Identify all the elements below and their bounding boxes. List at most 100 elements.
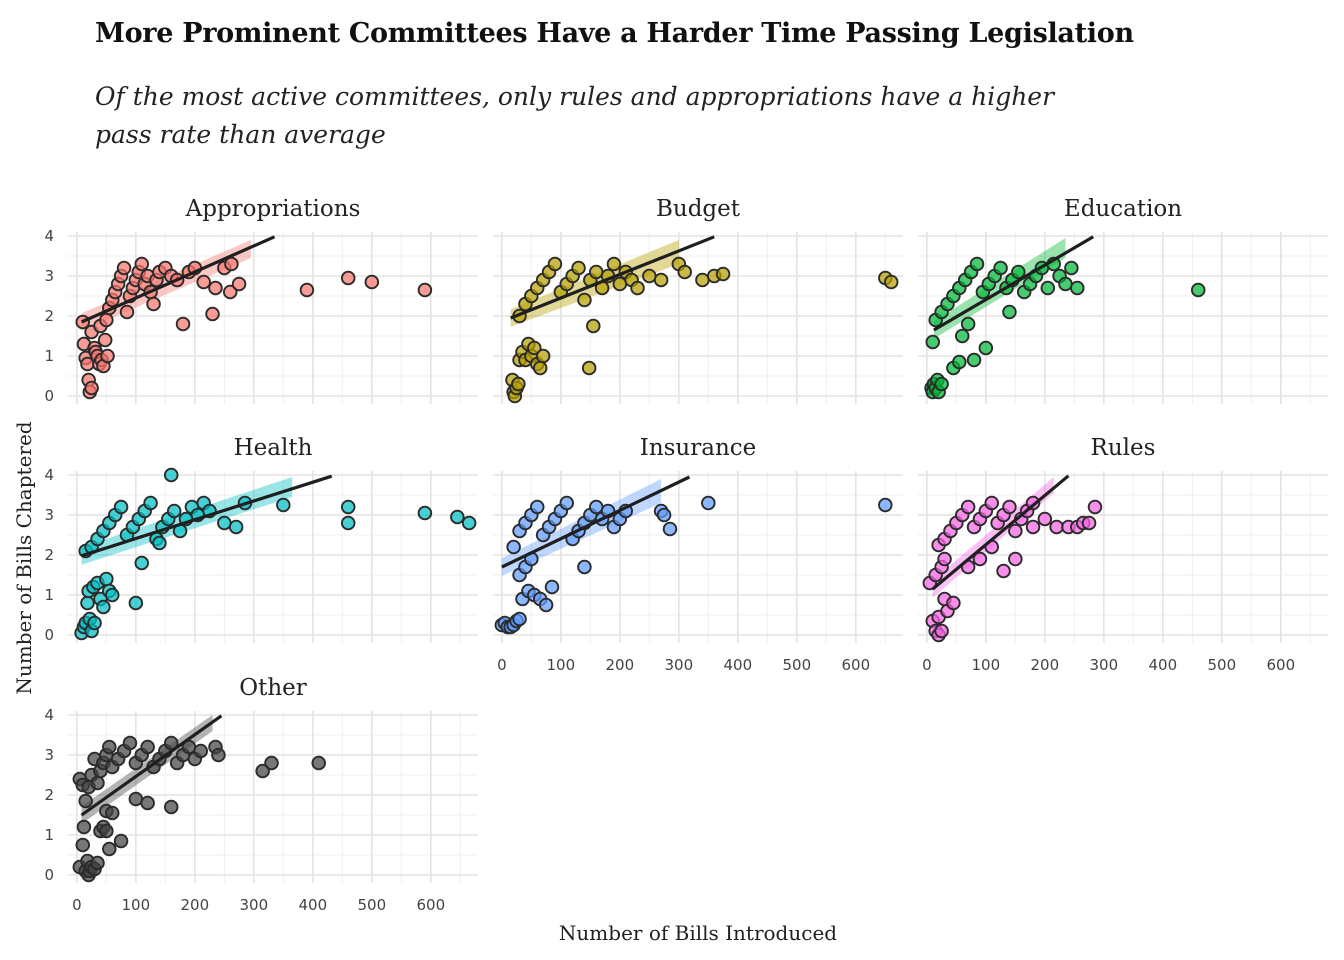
data-point	[653, 272, 669, 288]
data-point	[146, 296, 161, 312]
y-tick-label: 0	[44, 387, 54, 405]
data-point	[715, 266, 731, 282]
panel-title-budget: Budget	[656, 196, 741, 222]
data-point	[140, 795, 155, 811]
data-point	[952, 354, 967, 370]
y-tick-label: 2	[44, 546, 54, 564]
data-point	[90, 855, 105, 871]
data-point	[1058, 276, 1073, 292]
data-point	[656, 507, 672, 523]
data-point	[934, 376, 949, 392]
data-point	[211, 747, 226, 763]
data-point	[102, 841, 117, 857]
x-tick-label: 200	[606, 656, 635, 674]
data-point	[960, 499, 976, 515]
y-tick-label: 3	[44, 506, 54, 524]
data-point	[544, 579, 560, 595]
x-tick-label: 600	[416, 896, 445, 914]
data-point	[90, 775, 105, 791]
data-point	[984, 495, 999, 511]
panel-title-education: Education	[1064, 196, 1182, 222]
data-point	[113, 499, 129, 515]
data-point	[104, 587, 120, 603]
data-point	[228, 519, 244, 535]
y-tick-label: 1	[44, 347, 54, 365]
chart-subtitle: Of the most active committees, only rule…	[95, 82, 1055, 149]
data-point	[134, 256, 149, 272]
data-point	[588, 499, 604, 515]
data-point	[113, 833, 129, 849]
y-tick-label: 4	[44, 466, 54, 484]
data-point	[255, 763, 270, 779]
data-point	[78, 793, 93, 809]
data-point	[559, 495, 574, 511]
trend-line-appropriations	[80, 235, 276, 324]
data-point	[311, 755, 326, 771]
data-point	[140, 739, 155, 755]
panel-title-appropriations: Appropriations	[185, 196, 361, 222]
data-point	[511, 376, 526, 392]
trend-line-education	[933, 235, 1095, 332]
data-point	[122, 735, 138, 751]
y-tick-label: 1	[44, 586, 54, 604]
data-point	[1087, 499, 1103, 515]
y-tick-label: 1	[44, 826, 54, 844]
data-point	[972, 551, 988, 567]
data-point	[417, 505, 433, 521]
data-point	[222, 284, 238, 300]
x-tick-label: 0	[497, 656, 507, 674]
panel-education: Education	[918, 196, 1328, 404]
data-point	[276, 497, 291, 513]
data-point	[996, 563, 1011, 579]
data-point	[538, 597, 554, 613]
x-tick-label: 300	[1090, 656, 1119, 674]
x-tick-label: 200	[1031, 656, 1060, 674]
data-point	[99, 571, 114, 587]
data-point	[87, 615, 102, 631]
data-point	[571, 260, 586, 276]
data-point	[84, 380, 99, 396]
data-point	[152, 535, 167, 551]
data-point	[1002, 304, 1017, 320]
data-point	[581, 360, 597, 376]
data-point	[97, 332, 113, 348]
y-tick-label: 2	[44, 307, 54, 325]
data-point	[878, 497, 893, 513]
data-point	[535, 348, 551, 364]
data-point	[883, 274, 899, 290]
x-tick-label: 400	[723, 656, 752, 674]
x-tick-label: 200	[181, 896, 210, 914]
data-point	[966, 352, 982, 368]
y-tick-label: 0	[44, 866, 54, 884]
data-point	[224, 256, 239, 272]
data-point	[1002, 499, 1017, 515]
data-point	[506, 539, 521, 555]
data-point	[143, 495, 158, 511]
trend-line-health	[81, 474, 333, 558]
trend-line-insurance	[501, 475, 691, 569]
x-tick-label: 600	[841, 656, 870, 674]
data-point	[612, 276, 628, 292]
data-point	[934, 623, 949, 639]
data-point	[1049, 519, 1064, 535]
data-point	[128, 791, 144, 807]
data-point	[119, 304, 135, 320]
data-point	[102, 739, 117, 755]
data-point	[128, 595, 144, 611]
data-point	[163, 735, 179, 751]
data-point	[193, 743, 208, 759]
data-point	[954, 328, 970, 344]
x-tick-label: 300	[240, 896, 269, 914]
x-tick-label: 0	[922, 656, 932, 674]
y-tick-label: 3	[44, 746, 54, 764]
trend-line-rules	[931, 474, 1070, 591]
panel-budget: Budget	[493, 196, 903, 404]
data-point	[925, 334, 940, 350]
data-point	[960, 316, 976, 332]
data-point	[586, 318, 601, 334]
data-point	[577, 559, 592, 575]
data-point	[217, 515, 232, 531]
data-point	[512, 611, 527, 627]
data-point	[1064, 260, 1079, 276]
data-point	[134, 555, 149, 571]
